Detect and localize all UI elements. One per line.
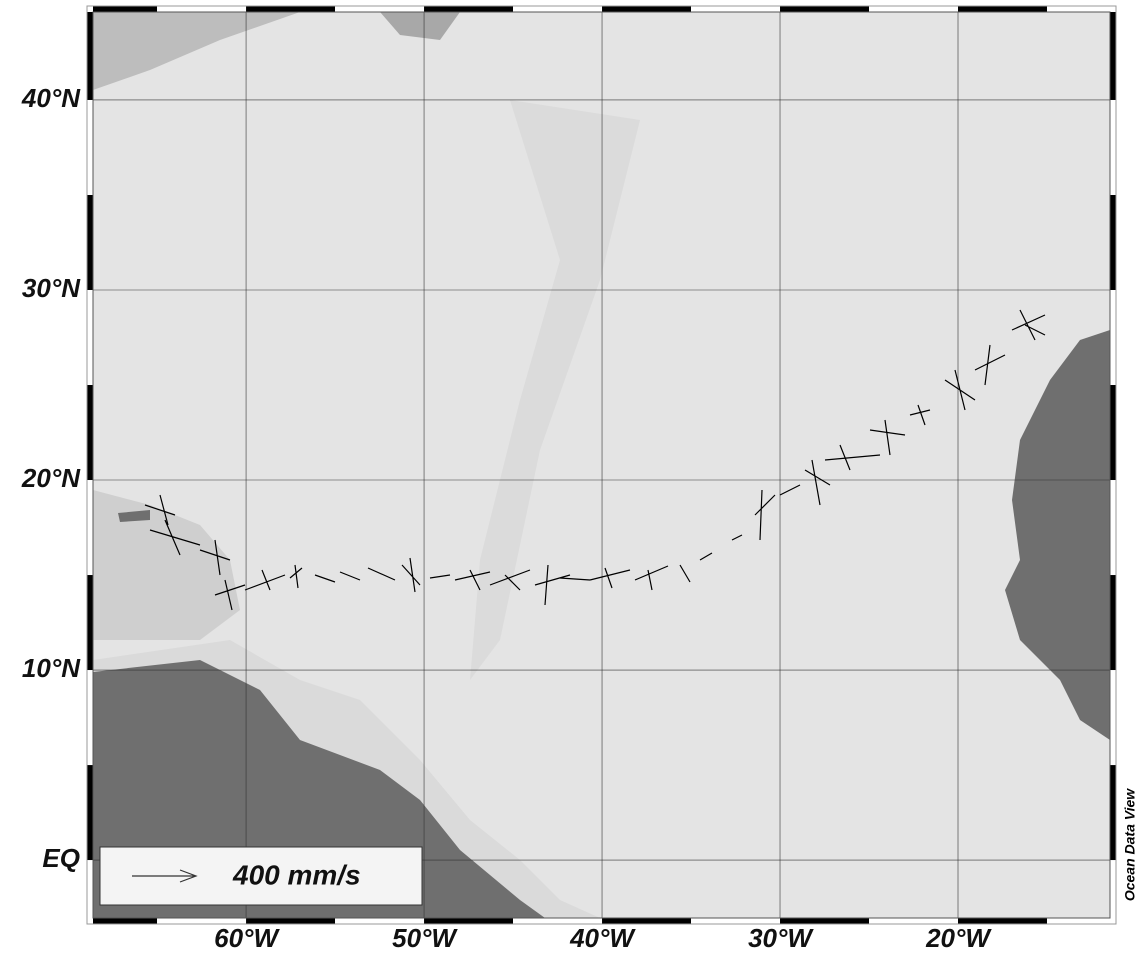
frame-bar — [1110, 385, 1116, 480]
frame-bar — [780, 6, 869, 12]
frame-bar — [424, 6, 513, 12]
frame-bar — [1110, 670, 1116, 765]
lon-label: 30°W — [748, 923, 814, 953]
frame-bar — [1047, 918, 1110, 924]
frame-bar — [87, 480, 93, 575]
lat-label: 30°N — [22, 273, 81, 303]
frame-bar — [1110, 12, 1116, 100]
lat-label: 40°N — [21, 83, 81, 113]
lat-label: 20°N — [21, 463, 81, 493]
legend: 400 mm/s — [100, 847, 422, 905]
frame-bar — [157, 6, 246, 12]
lat-label: EQ — [42, 843, 80, 873]
frame-bar — [513, 6, 602, 12]
frame-bar — [1047, 6, 1110, 12]
frame-bar — [87, 100, 93, 195]
frame-bar — [87, 670, 93, 765]
frame-bar — [246, 6, 335, 12]
frame-bar — [1110, 195, 1116, 290]
frame-bar — [1110, 480, 1116, 575]
frame-bar — [1110, 100, 1116, 195]
frame-bar — [691, 6, 780, 12]
lon-label: 50°W — [392, 923, 458, 953]
frame-bar — [869, 6, 958, 12]
frame-bar — [87, 575, 93, 670]
legend-label: 400 mm/s — [232, 859, 361, 890]
lon-label: 40°W — [569, 923, 636, 953]
frame-bar — [1110, 860, 1116, 918]
frame-bar — [1110, 575, 1116, 670]
lat-label: 10°N — [22, 653, 81, 683]
frame-bar — [93, 918, 157, 924]
frame-bar — [87, 12, 93, 100]
frame-bar — [1110, 765, 1116, 860]
frame-bar — [87, 290, 93, 385]
frame-bar — [87, 385, 93, 480]
frame-bar — [93, 6, 157, 12]
lon-label: 20°W — [925, 923, 992, 953]
lon-label: 60°W — [214, 923, 280, 953]
frame-bar — [335, 6, 424, 12]
frame-bar — [958, 6, 1047, 12]
frame-bar — [602, 6, 691, 12]
credit: Ocean Data View — [1122, 788, 1137, 901]
frame-bar — [87, 195, 93, 290]
frame-bar — [1110, 290, 1116, 385]
map: 400 mm/s Ocean Data View 40°N 30°N 20°N 10°… — [0, 0, 1137, 956]
frame-bar — [87, 860, 93, 918]
frame-bar — [87, 765, 93, 860]
